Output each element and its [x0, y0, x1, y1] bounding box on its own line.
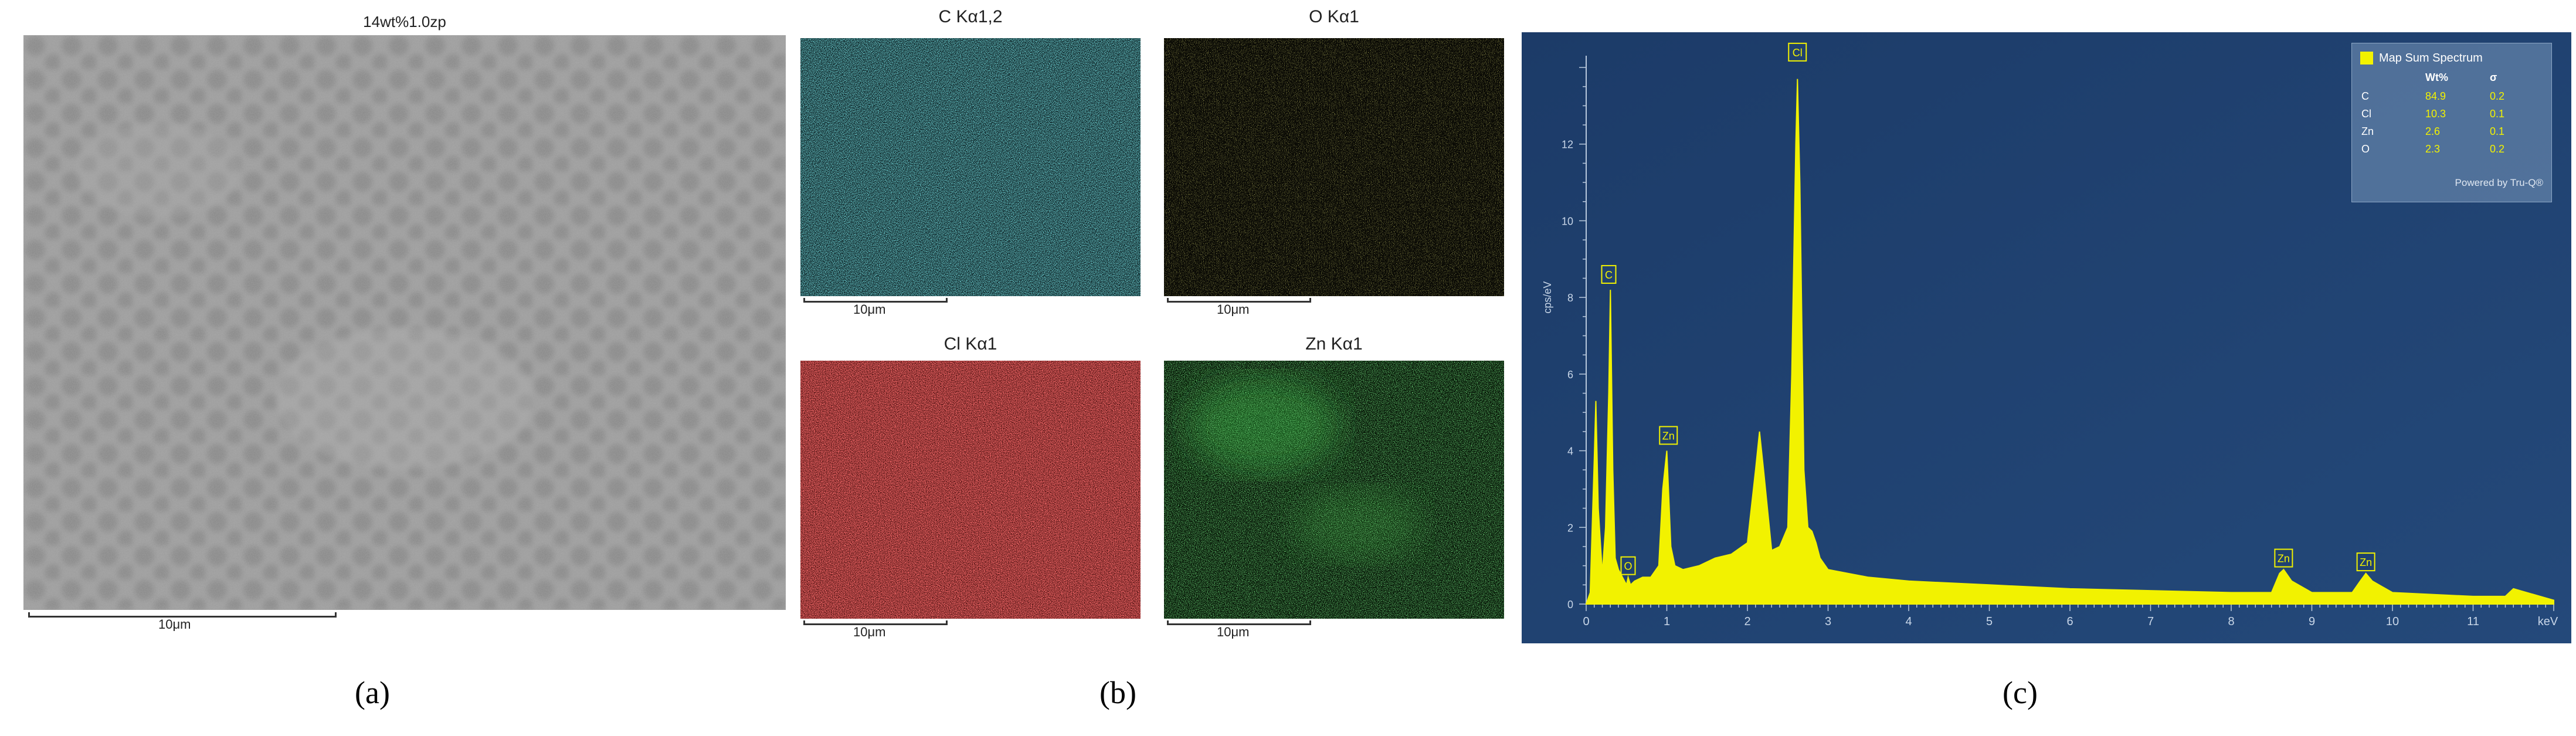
x-tick-label: 11 — [2467, 615, 2479, 628]
legend-row-wt: 10.3 — [2425, 108, 2446, 120]
peak-label-box — [1601, 264, 1617, 284]
peak-label: O — [1620, 556, 1636, 575]
map-zn-scalebar-label: 10μm — [1217, 625, 1250, 639]
peak-label: Zn — [1659, 426, 1678, 445]
eds-map-zinc — [1164, 361, 1504, 619]
peak-label-text: Zn — [1662, 430, 1675, 442]
peak-label-box — [2356, 552, 2375, 572]
x-tick-label: 4 — [1905, 615, 1912, 628]
legend-header-sigma: σ — [2490, 72, 2497, 83]
map-o-scalebar-label: 10μm — [1217, 302, 1250, 317]
eds-map-chlorine — [800, 361, 1141, 619]
caption-a: (a) — [355, 675, 390, 710]
peak-label-text: Zn — [2278, 553, 2290, 565]
spectrum-series-area — [1585, 79, 2554, 605]
peak-label-text: C — [1605, 269, 1613, 281]
peak-label-box — [1620, 556, 1636, 575]
legend-row-el: Cl — [2361, 108, 2371, 120]
x-tick-label: 5 — [1986, 615, 1993, 628]
y-tick-label: 0 — [1567, 599, 1573, 610]
legend-header-wt: Wt% — [2425, 72, 2448, 83]
legend-row-wt: 2.3 — [2425, 143, 2441, 155]
y-tick-label: 8 — [1567, 292, 1573, 304]
map-o-scalebar — [1167, 298, 1311, 303]
y-tick-label: 2 — [1567, 522, 1573, 534]
x-tick-label: 0 — [1583, 615, 1589, 628]
peak-label-text: O — [1624, 561, 1632, 572]
legend-footer: Powered by Tru-Q® — [2455, 177, 2543, 188]
x-tick-label: 8 — [2228, 615, 2234, 628]
x-tick-label: 9 — [2309, 615, 2315, 628]
sem-image — [23, 35, 786, 610]
y-axis-label: cps/eV — [1542, 281, 1553, 314]
legend-row-el: O — [2361, 143, 2370, 155]
legend-row-wt: 2.6 — [2425, 126, 2441, 137]
map-cl-scalebar — [803, 620, 948, 625]
legend-row-sigma: 0.2 — [2490, 143, 2505, 155]
caption-c: (c) — [2003, 675, 2038, 710]
peak-label: Zn — [2356, 552, 2375, 572]
panel-a-title: 14wt%1.0zp — [363, 13, 446, 30]
peak-label-box — [1788, 42, 1807, 62]
y-tick-label: 12 — [1562, 139, 1573, 151]
peak-label-text: Cl — [1793, 47, 1803, 59]
peak-label: C — [1601, 264, 1617, 284]
x-axis-label: keV — [2538, 615, 2558, 628]
peak-label-box — [1659, 426, 1678, 445]
spectrum-legend: Map Sum Spectrum Wt% σ C 84.9 0.2 Cl 10.… — [2351, 43, 2552, 202]
x-tick-label: 6 — [2066, 615, 2073, 628]
x-tick-label: 7 — [2147, 615, 2154, 628]
y-tick-label: 6 — [1567, 369, 1573, 381]
peak-label: Cl — [1788, 42, 1807, 62]
legend-row-el: Zn — [2361, 126, 2374, 137]
x-tick-label: 1 — [1664, 615, 1670, 628]
map-title-zn: Zn Kα1 — [1305, 334, 1363, 354]
y-tick-label: 10 — [1562, 215, 1573, 227]
legend-row-sigma: 0.1 — [2490, 126, 2505, 137]
legend-row-sigma: 0.2 — [2490, 90, 2505, 102]
legend-row-wt: 84.9 — [2425, 90, 2446, 102]
panel-a-scalebar-label: 10μm — [158, 617, 191, 632]
x-tick-label: 2 — [1744, 615, 1750, 628]
eds-map-oxygen — [1164, 38, 1504, 296]
x-tick-label: 3 — [1825, 615, 1831, 628]
map-title-o: O Kα1 — [1309, 7, 1359, 26]
peak-label-text: Zn — [2360, 557, 2372, 568]
map-c-scalebar-label: 10μm — [853, 302, 886, 317]
legend-row-sigma: 0.1 — [2490, 108, 2505, 120]
eds-spectrum-panel: 0 1 2 3 4 5 6 7 8 9 10 11 keV 0 2 4 6 8 10 12 cps/eV C O Zn Cl Z… — [1522, 32, 2571, 643]
legend-row-el: C — [2361, 90, 2369, 102]
peak-label-box — [2274, 548, 2293, 568]
map-title-cl: Cl Kα1 — [943, 334, 997, 354]
caption-b: (b) — [1099, 675, 1136, 710]
peak-label: Zn — [2274, 548, 2293, 568]
x-tick-label: 10 — [2386, 615, 2399, 628]
legend-swatch — [2360, 52, 2373, 65]
legend-title: Map Sum Spectrum — [2379, 52, 2483, 65]
map-c-scalebar — [803, 298, 948, 303]
map-cl-scalebar-label: 10μm — [853, 625, 886, 639]
y-tick-label: 4 — [1567, 446, 1573, 457]
eds-map-carbon — [800, 38, 1141, 296]
map-zn-scalebar — [1167, 620, 1311, 625]
panel-a-scalebar — [28, 612, 337, 618]
map-title-c: C Kα1,2 — [938, 7, 1003, 26]
